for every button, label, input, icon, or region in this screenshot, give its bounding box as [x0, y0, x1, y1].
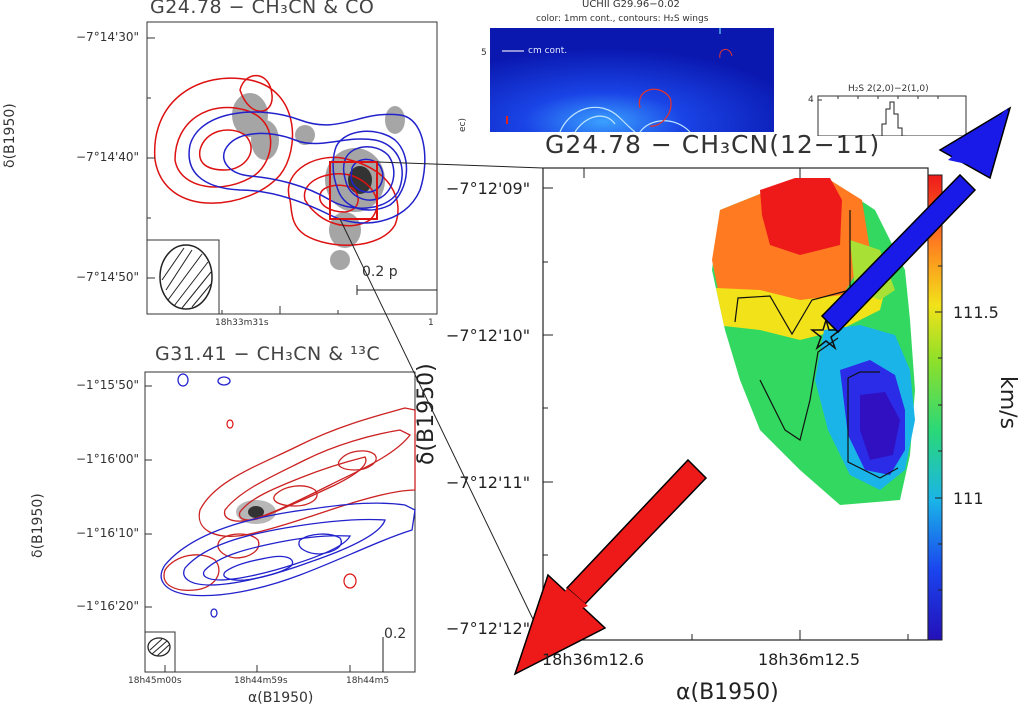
panel-b-xtick-1: 18h45m00s: [128, 676, 182, 686]
red-arrow-icon: [513, 458, 708, 676]
panel-a-plot: [146, 21, 438, 315]
panel-d-plot: [817, 95, 967, 136]
panel-a-title: G24.78 − CH₃CN & CO: [150, 0, 375, 18]
main-ytick-1: −7°12'09": [446, 179, 531, 198]
panel-b-xtick-2: 18h44m59s: [234, 676, 288, 686]
panel-b-plot: [144, 371, 416, 673]
panel-c-plot: [490, 28, 774, 132]
panel-a-xtick-1: 18h33m31s: [215, 318, 269, 328]
panel-a-scalebar: 0.2 p: [362, 264, 398, 280]
panel-b-ytick-3: −1°16'10": [76, 526, 140, 540]
panel-b-ytick-1: −1°15'50": [76, 378, 140, 392]
panel-a-ytick-2: −7°14'40": [76, 150, 140, 164]
panel-a-xtick-2: 1: [428, 318, 434, 328]
blue-arrow-icon: [820, 106, 1012, 334]
panel-c-legend: cm cont.: [528, 46, 568, 56]
panel-d-ytick: 4: [808, 95, 814, 105]
panel-b-xtick-3: 18h44m5: [346, 676, 390, 686]
colorbar-tick-1: 111.5: [953, 303, 999, 322]
panel-b-scalebar: 0.2: [384, 626, 407, 642]
colorbar-label: km/s: [995, 376, 1020, 430]
panel-b-ytick-2: −1°16'00": [76, 452, 140, 466]
main-ytick-3: −7°12'11": [446, 473, 531, 492]
panel-d-title: H₂S 2(2,0)−2(1,0): [848, 84, 929, 94]
panel-a-ytick-3: −7°14'50": [76, 270, 140, 284]
main-xtick-2: 18h36m12.5: [758, 650, 861, 669]
main-ytick-2: −7°12'10": [446, 326, 531, 345]
main-ytick-4: −7°12'12": [446, 619, 531, 638]
panel-b-xlabel: α(B1950): [248, 690, 314, 706]
panel-b-ytick-4: −1°16'20": [76, 599, 140, 613]
panel-a-ytick-1: −7°14'30": [76, 30, 140, 44]
main-panel-title: G24.78 − CH₃CN(12−11): [545, 130, 881, 159]
panel-c-title: UCHII G29.96−0.02: [582, 0, 680, 10]
panel-c-ytick: 5: [481, 48, 487, 58]
panel-c-subtitle: color: 1mm cont., contours: H₂S wings: [536, 14, 709, 24]
panel-b-title: G31.41 − CH₃CN & ¹³C: [155, 343, 381, 365]
main-xtick-1: 18h36m12.6: [542, 650, 645, 669]
main-xlabel: α(B1950): [676, 680, 779, 705]
main-ylabel: δ(B1950): [414, 363, 439, 465]
colorbar-tick-2: 111: [953, 489, 984, 508]
